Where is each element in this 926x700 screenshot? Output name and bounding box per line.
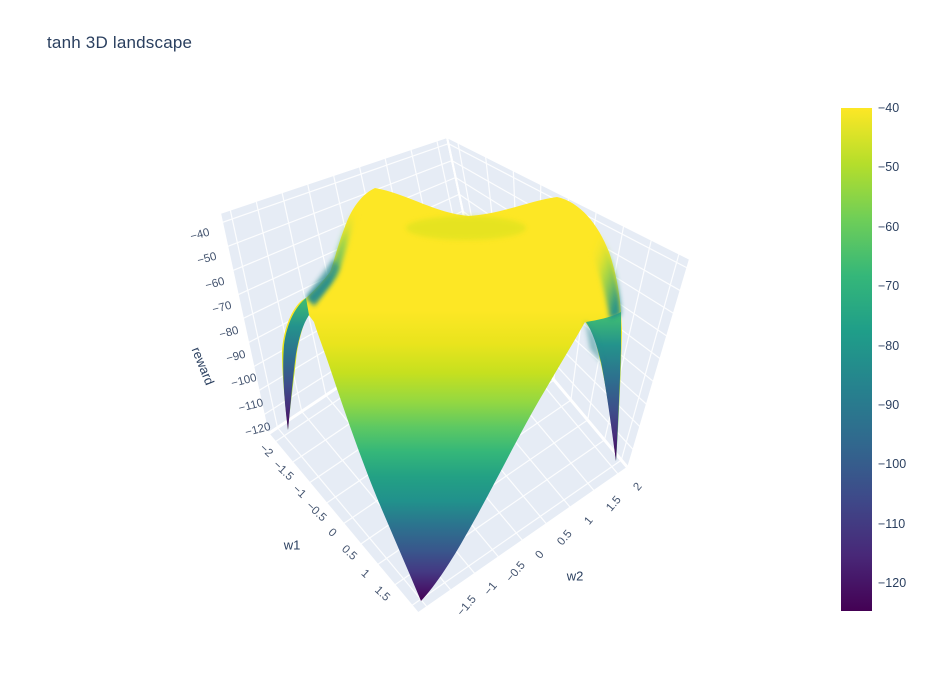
surface-trace — [282, 188, 622, 601]
surface-right-flank-shading — [557, 197, 621, 319]
surface-left-crevice-shading — [307, 259, 339, 307]
surface-left-corner-spike — [283, 298, 309, 430]
surface-saddle-shading — [406, 216, 526, 240]
surface-right-crevice-shading — [585, 320, 603, 365]
surface-right-corner-spike — [586, 312, 621, 461]
colorbar-tick-label: −100 — [878, 457, 907, 472]
surface-main-body — [282, 188, 622, 601]
colorbar-tick-label: −110 — [878, 516, 906, 531]
colorbar-tick-label: −90 — [878, 398, 900, 412]
colorbar-tick-label: −40 — [878, 101, 900, 115]
colorbar-tick-label: −70 — [878, 279, 900, 294]
colorbar-tick-label: −50 — [878, 160, 900, 175]
colorbar — [841, 108, 872, 611]
page-title: tanh 3D landscape — [47, 33, 193, 52]
colorbar-tick-label: −80 — [878, 338, 900, 353]
colorbar-tick-label: −60 — [878, 219, 900, 234]
surface-left-flank-shading — [306, 188, 375, 304]
colorbar-tick-label: −120 — [878, 576, 907, 591]
x-axis-title: w1 — [283, 537, 301, 553]
y-axis-title: w2 — [566, 568, 584, 584]
